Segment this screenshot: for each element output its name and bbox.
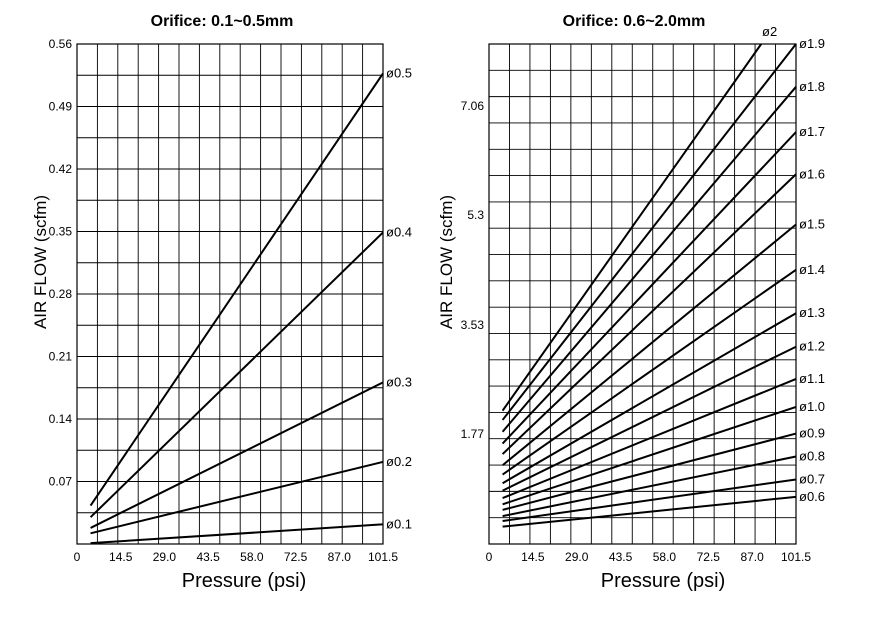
series-label: ø0.5 [386, 65, 412, 80]
chart-left-orifice-small: Orifice: 0.1~0.5mm 0 14.5 29.0 43.5 58.0 72.5 8… [31, 13, 412, 592]
chart-right-orifice-large: Orifice: 0.6~2.0mm 0 14.5 29.0 43.5 58.0 72.5 8… [437, 13, 825, 592]
series-label: ø0.1 [386, 516, 412, 531]
series-line [501, 223, 797, 466]
series-label: ø0.8 [799, 449, 825, 464]
x-tick-label: 29.0 [565, 550, 589, 564]
series-label: ø1.8 [799, 79, 825, 94]
y-tick-label: 0.42 [49, 162, 73, 176]
y-tick-label: 0.28 [49, 287, 73, 301]
series-line [89, 231, 384, 518]
series-line [501, 86, 797, 433]
x-tick-label: 0 [74, 550, 81, 564]
y-tick-label: 1.77 [461, 427, 485, 441]
series-line [502, 268, 797, 476]
series-label: ø0.7 [799, 471, 825, 486]
y-tick-label: 5.3 [467, 208, 484, 222]
y-tick-label: 0.14 [49, 412, 73, 426]
series-label: ø1.0 [799, 399, 825, 414]
x-tick-label: 87.0 [328, 550, 352, 564]
series-label: ø2 [762, 24, 777, 39]
x-axis-label: Pressure (psi) [182, 570, 306, 592]
series-line [502, 405, 797, 506]
x-tick-label: 0 [486, 550, 493, 564]
series-label: ø1.9 [799, 36, 825, 51]
plot-frame [488, 43, 797, 545]
series-line [501, 173, 797, 455]
y-tick-label: 0.21 [49, 350, 73, 364]
chart-title: Orifice: 0.1~0.5mm [151, 13, 294, 30]
series-line [502, 312, 797, 485]
series-line [502, 455, 797, 518]
series-line [502, 345, 797, 492]
y-tick-label: 7.06 [461, 99, 485, 113]
series-line [502, 378, 797, 500]
series-line [89, 72, 384, 507]
y-tick-label: 0.56 [49, 37, 73, 51]
chart-title: Orifice: 0.6~2.0mm [563, 13, 706, 30]
series-line [90, 381, 384, 529]
series-line [90, 523, 384, 545]
y-axis-label: AIR FLOW (scfm) [31, 195, 50, 329]
x-tick-label: 58.0 [240, 550, 264, 564]
y-tick-label: 0.35 [49, 225, 73, 239]
x-tick-label: 72.5 [697, 550, 721, 564]
x-tick-label: 72.5 [284, 550, 308, 564]
series-line [502, 432, 797, 511]
series-label: ø1.5 [799, 217, 825, 232]
series-label: ø0.3 [386, 374, 412, 389]
series-label: ø0.2 [386, 454, 412, 469]
series-label: ø1.1 [799, 371, 825, 386]
series-label: ø0.9 [799, 426, 825, 441]
series-line [501, 43, 763, 412]
x-tick-label: 87.0 [740, 550, 764, 564]
x-tick-label: 101.5 [368, 550, 398, 564]
y-tick-label: 0.07 [49, 475, 73, 489]
y-tick-label: 3.53 [461, 318, 485, 332]
y-tick-label: 0.49 [49, 100, 73, 114]
x-tick-label: 43.5 [609, 550, 633, 564]
series-label: ø1.3 [799, 305, 825, 320]
series-label: ø1.6 [799, 166, 825, 181]
plot-frame [76, 43, 384, 545]
y-axis-label: AIR FLOW (scfm) [437, 195, 456, 329]
series-label: ø1.4 [799, 262, 825, 277]
series-label: ø0.4 [386, 224, 412, 239]
series-label: ø1.2 [799, 339, 825, 354]
x-tick-label: 14.5 [109, 550, 133, 564]
x-tick-label: 29.0 [153, 550, 177, 564]
series-line [90, 460, 384, 535]
x-tick-label: 58.0 [653, 550, 677, 564]
series-label: ø0.6 [799, 489, 825, 504]
series-line [501, 43, 797, 421]
x-tick-label: 101.5 [781, 550, 811, 564]
series-label: ø1.7 [799, 124, 825, 139]
series-line [501, 131, 797, 445]
x-tick-label: 14.5 [521, 550, 545, 564]
series-line [502, 495, 797, 528]
x-axis-label: Pressure (psi) [601, 570, 725, 592]
series-line [502, 478, 797, 523]
x-tick-label: 43.5 [196, 550, 220, 564]
